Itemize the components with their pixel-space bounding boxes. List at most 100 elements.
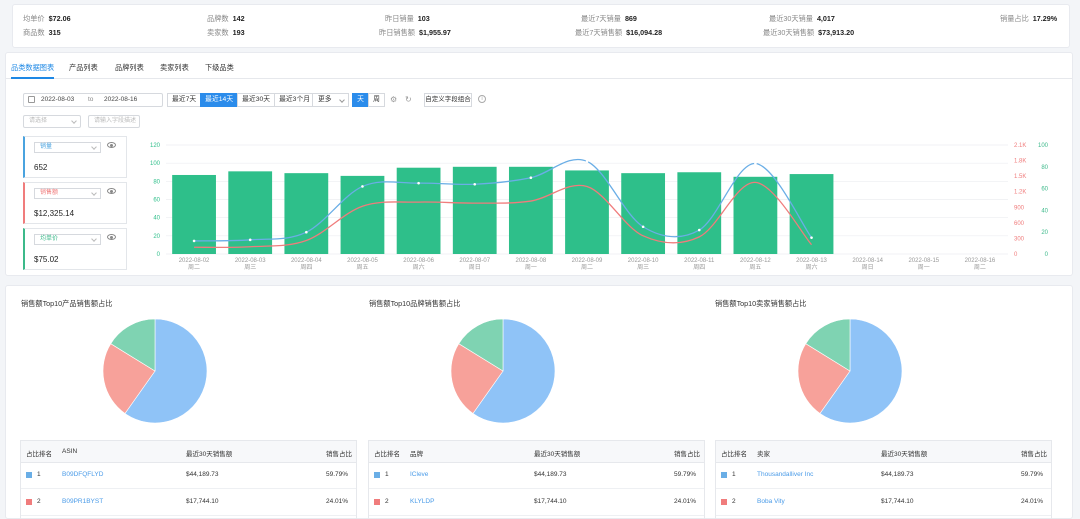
pie-slice[interactable] xyxy=(110,318,156,372)
metric-select[interactable]: 均单价 xyxy=(34,234,101,245)
legend-square xyxy=(721,499,727,505)
range-button-group: 最近7天 最近14天 最近30天 最近3个月 xyxy=(167,93,316,107)
bar xyxy=(452,166,497,254)
column-header[interactable]: 占比排名 xyxy=(721,451,747,458)
column-header[interactable]: 占比排名 xyxy=(26,451,52,458)
table-row: 1 Thousandalliver Inc $44,189.73 59.79% xyxy=(716,463,1051,489)
stat-label: 均单价 xyxy=(23,14,45,23)
x-tick-label: 2022-08-10 xyxy=(628,258,659,264)
column-header[interactable]: 占比排名 xyxy=(374,451,400,458)
table-link[interactable]: Thousandalliver Inc xyxy=(757,471,814,478)
chevron-down-icon xyxy=(91,144,97,150)
range-7d-button[interactable]: 最近7天 xyxy=(167,93,202,107)
settings-icon[interactable]: ⚙ xyxy=(390,95,398,104)
table-cell: 59.79% xyxy=(1021,471,1044,478)
y-right-price-tick-label: 60 xyxy=(1041,187,1048,193)
tab-category-chart[interactable]: 品类数据图表 xyxy=(11,63,55,72)
y-left-tick-label: 120 xyxy=(150,143,161,149)
metric-select[interactable]: 销售额 xyxy=(34,188,101,199)
more-range-select[interactable]: 更多 xyxy=(312,93,349,107)
x-tick-weekday: 周五 xyxy=(749,264,761,270)
x-tick-label: 2022-08-13 xyxy=(796,258,827,264)
legend-square xyxy=(374,499,380,505)
stat-value: 193 xyxy=(232,28,245,37)
stat-yesterday-revenue: 昨日销售额 $1,955.97 xyxy=(379,28,451,38)
week-toggle[interactable]: 周 xyxy=(368,93,385,107)
table-sellers: 占比排名 卖家 最近30天销售额 销售占比 1 Thousandalliver Inc $4… xyxy=(715,440,1052,519)
tab-brand-list[interactable]: 品牌列表 xyxy=(115,63,144,72)
stat-value: 4,017 xyxy=(816,14,835,23)
stat-value: 103 xyxy=(417,14,430,23)
pie-slice[interactable] xyxy=(472,318,556,424)
stat-products: 商品数 315 xyxy=(23,28,61,38)
date-from[interactable]: 2022-08-03 xyxy=(41,96,75,103)
eye-icon[interactable] xyxy=(107,234,116,240)
pie-slice[interactable] xyxy=(819,318,903,424)
table-link[interactable]: KLYLDP xyxy=(410,498,435,505)
pie-slice[interactable] xyxy=(450,343,504,414)
info-icon[interactable]: i xyxy=(478,95,486,103)
x-tick-weekday: 周五 xyxy=(356,264,368,270)
y-right-revenue-tick-label: 1.2K xyxy=(1014,190,1026,196)
column-header[interactable]: 卖家 xyxy=(757,451,770,458)
x-tick-label: 2022-08-08 xyxy=(516,258,547,264)
tab-product-list[interactable]: 产品列表 xyxy=(69,63,98,72)
x-tick-label: 2022-08-03 xyxy=(235,258,266,264)
stat-label: 品牌数 xyxy=(207,14,229,23)
table-link[interactable]: ICleve xyxy=(410,471,429,478)
line-point xyxy=(417,181,420,185)
date-range-picker[interactable]: 2022-08-03 to 2022-08-16 xyxy=(23,93,163,107)
column-header[interactable]: 最近30天销售额 xyxy=(186,451,233,458)
line-point xyxy=(754,162,757,165)
x-tick-label: 2022-08-04 xyxy=(291,258,322,264)
day-toggle[interactable]: 天 xyxy=(352,93,369,107)
range-14d-button[interactable]: 最近14天 xyxy=(200,93,239,107)
legend-square xyxy=(721,472,727,478)
custom-fields-button[interactable]: 自定义字段组合 xyxy=(424,93,472,107)
column-header[interactable]: 最近30天销售额 xyxy=(881,451,928,458)
metric-name: 销售额 xyxy=(40,190,59,196)
legend-square xyxy=(26,472,32,478)
field-description-input[interactable]: 请输入字段描述 xyxy=(88,115,140,128)
pie-slice[interactable] xyxy=(124,318,208,424)
pie-title-brands: 销售额Top10品牌销售额占比 xyxy=(369,299,461,308)
table-cell: $44,189.73 xyxy=(881,471,914,478)
stat-last30-revenue: 最近30天销售额 $73,913.20 xyxy=(763,28,854,38)
column-header[interactable]: ASIN xyxy=(62,448,78,455)
range-3m-button[interactable]: 最近3个月 xyxy=(274,93,316,107)
column-header[interactable]: 销售占比 xyxy=(326,451,352,458)
metric-card-revenue: 销售额 $12,325.14 xyxy=(23,182,127,224)
legend-square xyxy=(374,472,380,478)
date-to[interactable]: 2022-08-16 xyxy=(104,96,138,103)
x-tick-weekday: 周四 xyxy=(300,264,312,270)
tab-seller-list[interactable]: 卖家列表 xyxy=(160,63,189,72)
table-products: 占比排名 ASIN 最近30天销售额 销售占比 1 B09DFQFLYD $44,189.7… xyxy=(20,440,357,519)
pie-sellers xyxy=(797,318,903,424)
field-select[interactable]: 请选择 xyxy=(23,115,81,128)
column-header[interactable]: 销售占比 xyxy=(674,451,700,458)
stat-last7-sales: 最近7天销量 869 xyxy=(581,14,637,24)
pie-slice[interactable] xyxy=(102,343,156,414)
range-30d-button[interactable]: 最近30天 xyxy=(237,93,276,107)
metric-value: $12,325.14 xyxy=(34,209,75,218)
refresh-icon[interactable]: ↻ xyxy=(405,95,412,104)
pie-slice[interactable] xyxy=(805,318,851,372)
pie-slice[interactable] xyxy=(797,343,851,414)
pie-slice[interactable] xyxy=(458,318,504,372)
tab-subcategory[interactable]: 下级品类 xyxy=(205,63,234,72)
x-tick-weekday: 周四 xyxy=(693,264,705,270)
table-link[interactable]: B09DFQFLYD xyxy=(62,471,104,478)
eye-icon[interactable] xyxy=(107,142,116,148)
eye-icon[interactable] xyxy=(107,188,116,194)
table-link[interactable]: Boba Vity xyxy=(757,498,785,505)
column-header[interactable]: 销售占比 xyxy=(1021,451,1047,458)
metric-select[interactable]: 销量 xyxy=(34,142,101,153)
stat-label: 商品数 xyxy=(23,28,45,37)
stat-brands: 品牌数 142 xyxy=(207,14,245,24)
stat-label: 昨日销售额 xyxy=(379,28,415,37)
y-right-price-tick-label: 80 xyxy=(1041,165,1048,171)
column-header[interactable]: 最近30天销售额 xyxy=(534,451,581,458)
x-tick-weekday: 周三 xyxy=(637,264,649,270)
table-link[interactable]: B09PR1BYST xyxy=(62,498,104,505)
column-header[interactable]: 品牌 xyxy=(410,451,423,458)
